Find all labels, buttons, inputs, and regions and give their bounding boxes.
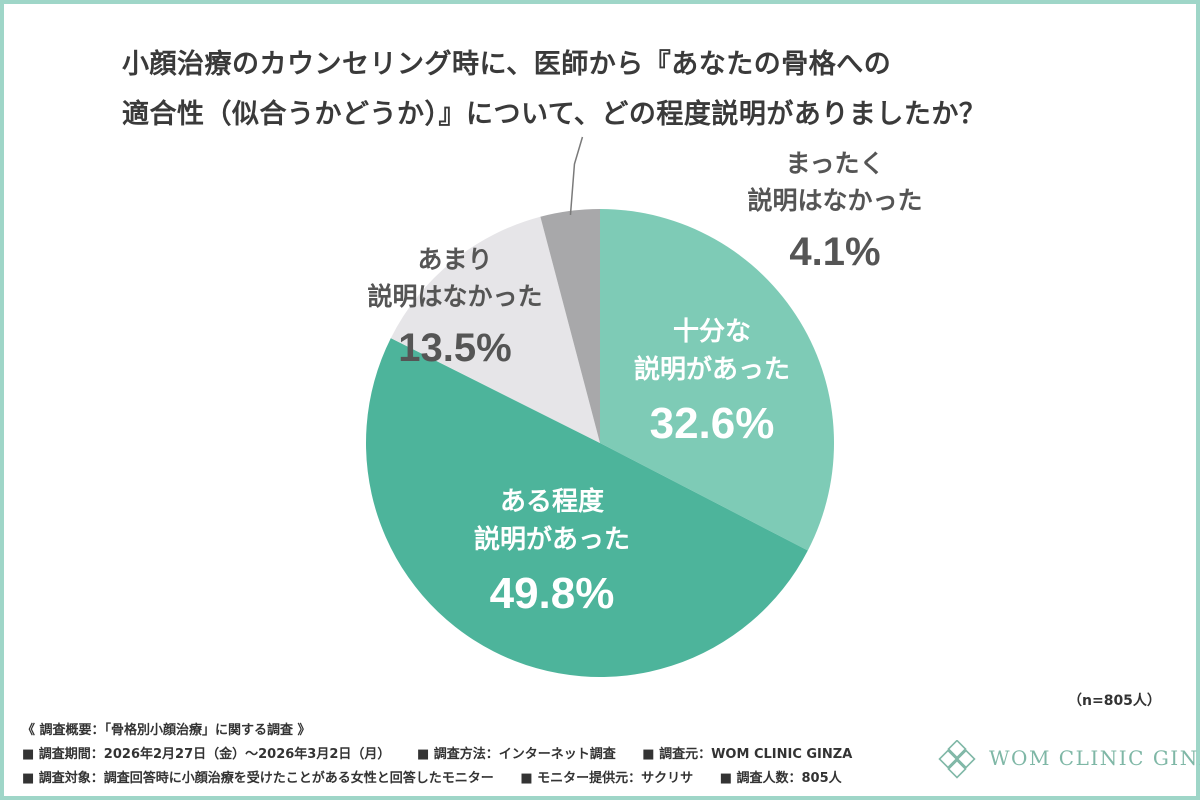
clinic-logo: WOM CLINIC GINZA bbox=[937, 740, 1200, 780]
pie-slice-3 bbox=[390, 216, 600, 443]
slice-category-label: まったく bbox=[785, 149, 884, 178]
chart-title-line-2: 適合性（似合うかどうか）』について、どの程度説明がありましたか？ bbox=[122, 99, 987, 130]
pie-slice-1 bbox=[600, 209, 835, 551]
sample-size-note: （n=805人） bbox=[1068, 693, 1161, 709]
slice-category-label: 説明はなかった bbox=[367, 282, 542, 311]
slice-category-label: あまり bbox=[417, 245, 492, 274]
chart-title-line-1: 小顔治療のカウンセリング時に、医師から『あなたの骨格への bbox=[122, 49, 892, 80]
slice-percent-label: 13.5% bbox=[398, 326, 511, 370]
slice-category-label: 説明があった bbox=[634, 354, 790, 385]
survey-info-row-2: ■ 調査対象：調査回答時に小顔治療を受けたことがある女性と回答したモニター ■ … bbox=[22, 767, 842, 786]
respondent-count: ■ 調査人数：805人 bbox=[719, 771, 842, 786]
survey-info-row-1: ■ 調査期間：2026年2月27日（金）〜2026年3月2日（月） ■ 調査方法… bbox=[22, 743, 852, 762]
slice-category-label: 説明はなかった bbox=[747, 186, 922, 215]
monitor-provider: ■ モニター提供元：サクリサ bbox=[520, 771, 694, 786]
pie-slice-2 bbox=[365, 338, 808, 678]
slice-percent-label: 49.8% bbox=[490, 569, 615, 618]
slice-percent-label: 4.1% bbox=[789, 230, 880, 274]
slice-category-label: ある程度 bbox=[500, 486, 604, 517]
pie-slice-4 bbox=[540, 209, 600, 443]
survey-method: ■ 調査方法：インターネット調査 bbox=[416, 747, 616, 762]
survey-summary-heading: 《 調査概要：「骨格別小顔治療」に関する調査 》 bbox=[22, 723, 311, 738]
clinic-logo-text: WOM CLINIC GINZA bbox=[989, 746, 1200, 770]
leader-line bbox=[569, 136, 584, 215]
survey-target: ■ 調査対象：調査回答時に小顔治療を受けたことがある女性と回答したモニター bbox=[22, 771, 494, 786]
slice-category-label: 十分な bbox=[673, 317, 751, 347]
diamond-logo-icon bbox=[938, 740, 976, 779]
slice-category-label: 説明があった bbox=[474, 524, 630, 555]
survey-source: ■ 調査元：WOM CLINIC GINZA bbox=[642, 747, 853, 762]
slice-percent-label: 32.6% bbox=[650, 399, 775, 448]
survey-period: ■ 調査期間：2026年2月27日（金）〜2026年3月2日（月） bbox=[22, 747, 391, 762]
